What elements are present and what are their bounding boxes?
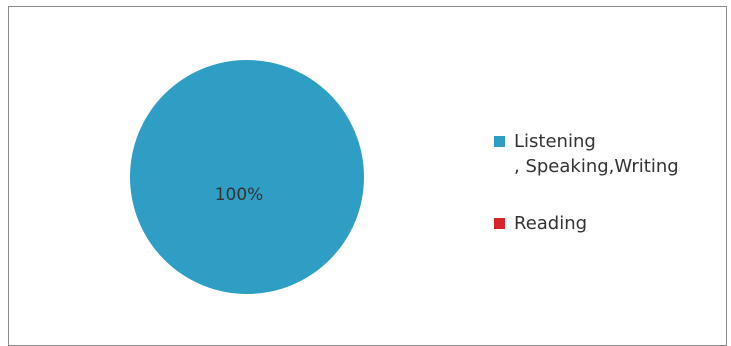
pie-chart: 100% [130,60,364,294]
chart-frame [8,6,727,346]
legend-swatch-reading [494,218,505,229]
legend-swatch-listening-speaking-writing [494,136,505,147]
pie-slice-listening-speaking-writing [130,60,364,294]
pie-slices [130,60,364,294]
legend-item-reading: Reading [494,211,724,236]
legend-label-listening-speaking-writing: Listening , Speaking,Writing [514,131,679,177]
legend-label-reading: Reading [514,213,588,234]
pie-data-labels: 100% [215,185,264,205]
legend-item-listening-speaking-writing: Listening , Speaking,Writing [494,129,724,179]
legend: Listening , Speaking,Writing Reading [494,129,724,236]
pie-data-label-listening-speaking-writing: 100% [215,185,264,205]
